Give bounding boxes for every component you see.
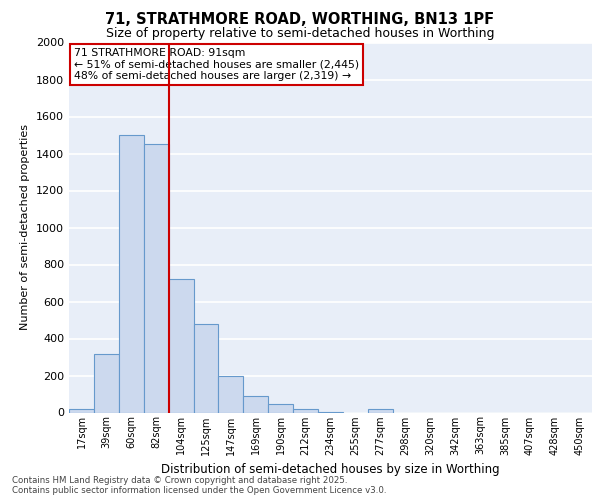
Bar [94,354,119,412]
Text: 71, STRATHMORE ROAD, WORTHING, BN13 1PF: 71, STRATHMORE ROAD, WORTHING, BN13 1PF [106,12,494,28]
Bar [144,144,169,412]
Text: Contains public sector information licensed under the Open Government Licence v3: Contains public sector information licen… [12,486,386,495]
Bar [119,135,144,412]
Y-axis label: Number of semi-detached properties: Number of semi-detached properties [20,124,31,330]
Bar [218,376,244,412]
Bar [368,409,393,412]
Bar [268,404,293,412]
Bar [194,324,218,412]
Bar [69,409,94,412]
Bar [169,280,194,412]
Text: Contains HM Land Registry data © Crown copyright and database right 2025.: Contains HM Land Registry data © Crown c… [12,476,347,485]
Text: 71 STRATHMORE ROAD: 91sqm
← 51% of semi-detached houses are smaller (2,445)
48% : 71 STRATHMORE ROAD: 91sqm ← 51% of semi-… [74,48,359,81]
Text: Size of property relative to semi-detached houses in Worthing: Size of property relative to semi-detach… [106,28,494,40]
Bar [293,409,318,412]
X-axis label: Distribution of semi-detached houses by size in Worthing: Distribution of semi-detached houses by … [161,463,500,476]
Bar [244,396,268,412]
